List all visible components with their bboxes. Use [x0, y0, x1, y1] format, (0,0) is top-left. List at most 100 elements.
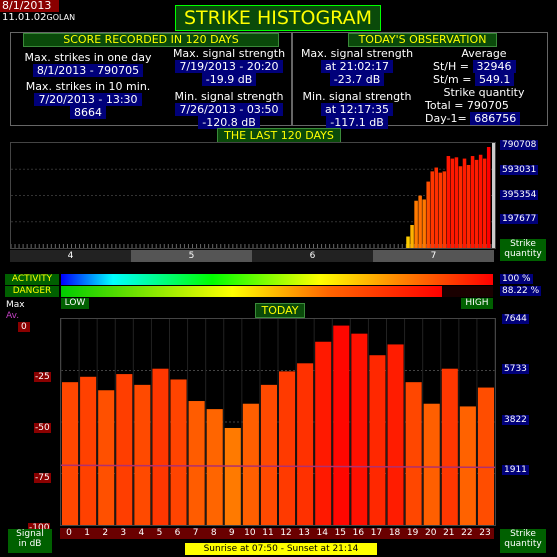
left-tick-100: -100: [28, 523, 51, 533]
obs-min-sig-time: at 12:17:35: [321, 103, 393, 116]
day-bar: [438, 172, 443, 248]
max-legend: Max: [6, 300, 25, 310]
right-tick: 7644: [502, 314, 529, 324]
left-tick-0: 0: [18, 314, 30, 333]
obs-max-sig-time: at 21:02:17: [321, 60, 393, 73]
sth-label: St/H =: [433, 60, 469, 73]
last120-ticks: 790708 593031 395354 197677: [498, 140, 556, 250]
activity-pct: 100 %: [500, 274, 533, 284]
hour-bar: [152, 368, 169, 525]
stm-label: St/m =: [433, 73, 472, 86]
hour-bar: [242, 403, 259, 525]
day-bar: [474, 159, 479, 248]
min-sig-time: 7/26/2013 - 03:50: [175, 103, 283, 116]
y-tick: 197677: [500, 214, 539, 224]
y-tick: 593031: [500, 165, 539, 175]
hour-bar: [477, 387, 494, 525]
station-name: GOLAN: [46, 13, 76, 22]
low-label: LOW: [61, 298, 89, 309]
hour-bar: [188, 401, 205, 525]
score-col-right: Max. signal strength 7/19/2013 - 20:20 -…: [167, 47, 291, 129]
hour-label: 1: [84, 528, 90, 538]
day-bar: [434, 167, 439, 248]
day-bar: [418, 195, 422, 248]
max-sig-time: 7/19/2013 - 20:20: [175, 60, 283, 73]
total-value: = 790705: [454, 99, 509, 112]
qty-label: Strike quantity: [443, 86, 525, 99]
obs-col-left: Max. signal strength at 21:02:17 -23.7 d…: [295, 47, 419, 129]
today-marker: [492, 143, 495, 248]
day-bar: [486, 147, 491, 248]
version-number: 11.01.02: [2, 12, 47, 23]
right-tick: 3822: [502, 415, 529, 425]
hour-label: 19: [406, 528, 419, 538]
danger-bar-fill: [61, 286, 443, 297]
month-4: 4: [10, 250, 131, 262]
today-obs-heading: TODAY'S OBSERVATION: [348, 33, 497, 47]
sth-value: 32946: [472, 60, 516, 73]
day-bar: [430, 171, 434, 248]
hour-label: 5: [156, 528, 163, 538]
stm-value: 549.1: [474, 73, 515, 86]
hour-label: 10: [244, 528, 256, 538]
max-day-label: Max. strikes in one day: [24, 51, 152, 64]
score-panel: SCORE RECORDED IN 120 DAYS Max. strikes …: [10, 32, 292, 129]
hour-label: 20: [424, 528, 437, 538]
today-qty-line1: Strike: [510, 529, 536, 539]
month-7: 7: [373, 250, 494, 262]
high-label: HIGH: [461, 298, 493, 309]
obs-max-sig-label: Max. signal strength: [300, 47, 414, 60]
today-chart: [60, 318, 496, 526]
y-tick: 790708: [500, 140, 539, 150]
hour-label: 13: [298, 528, 310, 538]
hour-label: 17: [370, 528, 383, 538]
hour-label: 16: [352, 528, 365, 538]
avg-legend: Av.: [6, 311, 20, 321]
hour-bar: [224, 427, 241, 525]
hour-bar: [260, 384, 277, 525]
avg-label: Average: [461, 47, 507, 60]
hour-bar: [387, 344, 404, 525]
left-tick-75: -75: [34, 473, 51, 483]
max-sig-value: -19.9 dB: [201, 73, 257, 86]
hour-label: 7: [192, 528, 199, 538]
min-sig-label: Min. signal strength: [174, 90, 284, 103]
left-tick-50: -50: [34, 423, 51, 433]
max-sig-label: Max. signal strength: [172, 47, 286, 60]
max-10min-time: 7/20/2013 - 13:30: [34, 93, 142, 106]
hour-label: 14: [316, 528, 328, 538]
last120-heading: THE LAST 120 DAYS: [217, 128, 341, 143]
last120-qty-label: Strike quantity: [500, 239, 546, 261]
today-qty-label: Strike quantity: [500, 529, 546, 553]
hour-bar: [98, 390, 115, 525]
hour-label: 22: [461, 528, 473, 538]
hour-label: 0: [66, 528, 72, 538]
last120-svg: [10, 143, 495, 248]
hour-bar: [333, 325, 350, 525]
month-5: 5: [131, 250, 252, 262]
today-svg: [60, 319, 496, 525]
danger-label: DANGER: [5, 286, 59, 297]
hour-bar: [441, 368, 458, 525]
obs-col-right: Average St/H = 32946 St/m = 549.1 Strike…: [423, 47, 545, 125]
hour-bar: [62, 382, 79, 525]
day-bar: [454, 157, 459, 248]
min-sig-value: -120.8 dB: [198, 116, 260, 129]
hour-bar: [405, 382, 422, 525]
month-6: 6: [252, 250, 373, 262]
hour-bar: [80, 376, 97, 525]
max-day-value: 8/1/2013 - 790705: [32, 64, 144, 77]
hour-bar: [459, 406, 476, 525]
day-bar: [478, 154, 483, 248]
page-title: STRIKE HISTOGRAM: [175, 5, 381, 31]
today-obs-panel: TODAY'S OBSERVATION Max. signal strength…: [292, 32, 548, 129]
day-bar: [414, 200, 418, 248]
hour-label: 18: [388, 528, 401, 538]
day-bar: [406, 236, 410, 248]
activity-label: ACTIVITY: [5, 274, 59, 285]
hour-bar: [206, 409, 223, 525]
hour-label: 23: [479, 528, 491, 538]
qty-label-line2: quantity: [504, 249, 542, 259]
hour-bar: [134, 384, 151, 525]
left-tick-25: -25: [34, 372, 51, 382]
